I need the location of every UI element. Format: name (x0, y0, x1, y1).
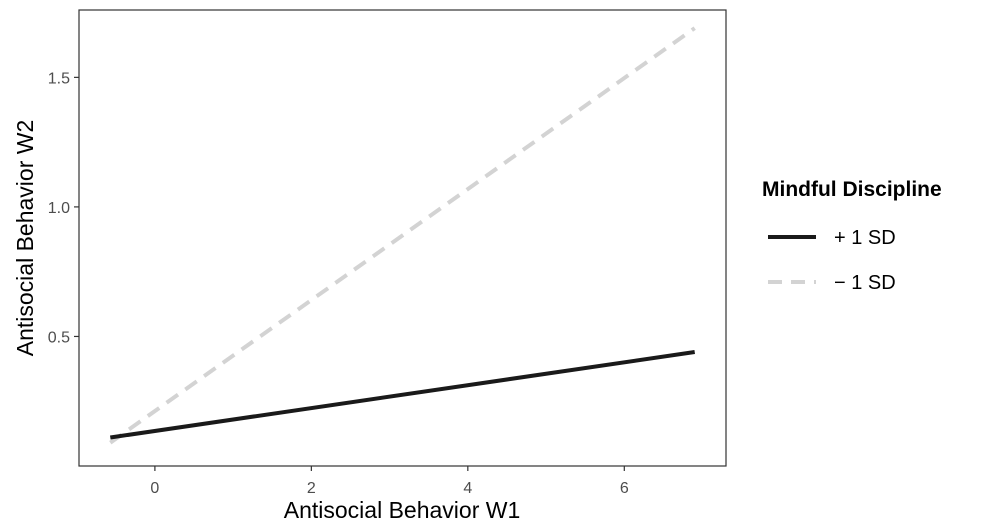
series-line-plus-1-sd (110, 350, 695, 440)
x-axis-title: Antisocial Behavior W1 (284, 497, 521, 522)
legend-label: + 1 SD (834, 227, 896, 249)
y-axis: 0.5 1.0 1.5 (48, 70, 79, 346)
legend-label: − 1 SD (834, 272, 896, 294)
y-tick-label: 1.5 (48, 70, 70, 87)
series-layer (109, 26, 696, 445)
legend-title: Mindful Discipline (762, 178, 942, 201)
x-tick-label: 0 (150, 480, 159, 497)
legend: Mindful Discipline + 1 SD − 1 SD (762, 178, 942, 294)
y-axis-title: Antisocial Behavior W2 (12, 120, 38, 357)
x-axis: 0 2 4 6 (150, 466, 629, 497)
x-tick-label: 2 (307, 480, 316, 497)
series-line-minus-1-sd (109, 26, 696, 445)
y-tick-label: 0.5 (48, 329, 70, 346)
y-tick-label: 1.0 (48, 200, 70, 217)
x-tick-label: 6 (620, 480, 629, 497)
x-tick-label: 4 (463, 480, 472, 497)
